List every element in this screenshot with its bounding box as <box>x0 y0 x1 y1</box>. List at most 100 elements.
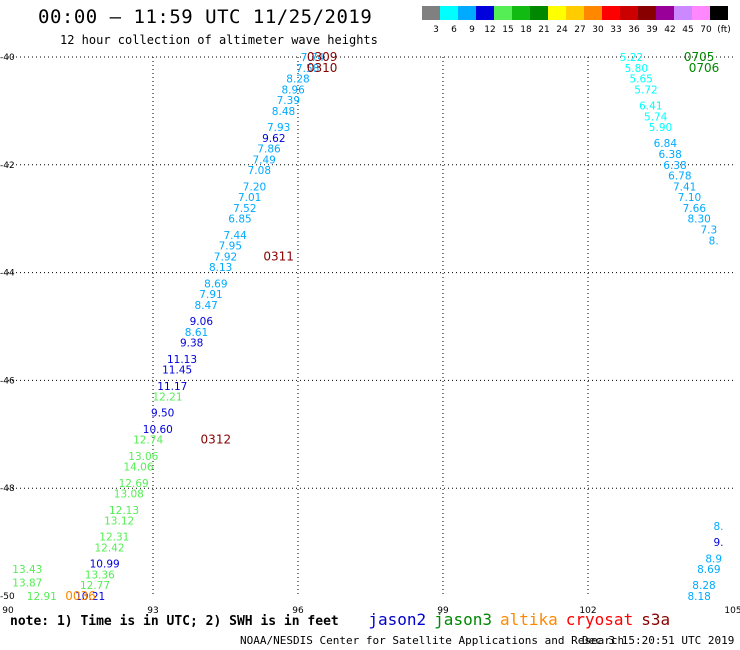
wave-height-label: 5.65 <box>629 74 652 86</box>
colorbar-swatch <box>512 6 530 20</box>
wave-height-label: 7.49 <box>252 154 275 166</box>
wave-height-label: 7.91 <box>199 289 222 301</box>
wave-height-label: 12.13 <box>109 505 139 517</box>
wave-height-label: 8.28 <box>692 580 715 592</box>
wave-height-label: 7.66 <box>683 203 707 215</box>
x-tick-label: 102 <box>579 606 596 616</box>
colorbar-swatch <box>692 6 710 20</box>
wave-height-label: 5.90 <box>649 122 672 134</box>
colorbar-swatch <box>656 6 674 20</box>
wave-height-label: 7.52 <box>233 203 256 215</box>
wave-height-label: 9. <box>713 537 723 549</box>
y-tick-label: -42 <box>0 161 15 171</box>
colorbar-label: 6 <box>451 25 457 35</box>
wave-height-label: 10.99 <box>90 559 120 571</box>
time-label: 0036 <box>65 589 96 603</box>
wave-height-label: 8.18 <box>687 591 710 603</box>
x-tick-label: 105 <box>724 606 740 616</box>
wave-height-label: 9.50 <box>151 408 174 420</box>
wave-height-label: 7.08 <box>248 165 271 177</box>
legend-altika: altika <box>499 610 558 629</box>
time-label: 0309 <box>307 50 338 64</box>
time-label: 0706 <box>689 61 720 75</box>
x-tick-label: 96 <box>292 606 304 616</box>
wave-height-label: 7.44 <box>223 230 247 242</box>
legend-jason3: jason3 <box>434 610 492 629</box>
chart-title: 00:00 – 11:59 UTC 11/25/2019 <box>38 6 373 28</box>
colorbar-label: 45 <box>682 25 693 35</box>
wave-height-label: 7.93 <box>267 122 290 134</box>
wave-height-label: 14.06 <box>123 462 153 474</box>
wave-height-label: 13.43 <box>12 564 42 576</box>
colorbar-swatch <box>548 6 566 20</box>
wave-height-label: 13.36 <box>85 569 115 581</box>
wave-height-label: 8. <box>713 521 723 533</box>
legend-s3a: s3a <box>641 610 671 629</box>
x-tick-label: 90 <box>2 606 14 616</box>
wave-height-label: 5.72 <box>634 84 657 96</box>
wave-height-label: 8.96 <box>281 84 305 96</box>
wave-height-label: 8.48 <box>272 106 295 118</box>
colorbar-swatch <box>422 6 440 20</box>
wave-height-label: 9.62 <box>262 133 285 145</box>
colorbar-label: 9 <box>469 25 475 35</box>
wave-height-label: 8.28 <box>286 74 309 86</box>
wave-height-label: 8.69 <box>697 564 720 576</box>
wave-height-label: 7.10 <box>678 192 701 204</box>
wave-height-label: 7.74 <box>301 52 325 64</box>
chart-subtitle: 12 hour collection of altimeter wave hei… <box>60 33 378 47</box>
time-label: 0311 <box>263 249 294 263</box>
wave-height-label: 13.08 <box>114 489 144 501</box>
legend-jason2: jason2 <box>368 610 427 629</box>
wave-height-label: 10.21 <box>75 591 105 603</box>
wave-height-label: 6.38 <box>663 160 686 172</box>
wave-height-label: 6.85 <box>228 214 251 226</box>
wave-height-label: 8. <box>709 235 719 247</box>
colorbar-label: 27 <box>574 25 585 35</box>
colorbar-swatch <box>584 6 602 20</box>
colorbar-swatch <box>566 6 584 20</box>
wave-height-label: 8.47 <box>194 300 217 312</box>
colorbar-label: 39 <box>646 25 658 35</box>
wave-height-label: 7.58 <box>296 63 319 75</box>
colorbar-swatch <box>620 6 638 20</box>
wave-height-label: 12.91 <box>27 591 57 603</box>
satellite-legend: jason2 jason3 altika cryosat s3a <box>368 610 678 629</box>
wave-height-label: 12.77 <box>80 580 110 592</box>
note-text: note: 1) Time is in UTC; 2) SWH is in fe… <box>10 614 339 629</box>
colorbar-swatch <box>674 6 692 20</box>
wave-height-label: 7.86 <box>257 144 281 156</box>
wave-height-label: 8.13 <box>209 262 232 274</box>
colorbar-swatch <box>476 6 494 20</box>
wave-height-label: 7.92 <box>214 251 237 263</box>
wave-height-label: 11.13 <box>167 354 197 366</box>
colorbar-label: 33 <box>610 25 621 35</box>
wave-height-label: 13.87 <box>12 578 42 590</box>
wave-height-label: 11.17 <box>157 381 187 393</box>
colorbar-swatch <box>494 6 512 20</box>
wave-height-label: 6.84 <box>654 138 678 150</box>
colorbar-label: 24 <box>556 25 568 35</box>
wave-height-label: 8.69 <box>204 278 227 290</box>
colorbar-label: 21 <box>538 25 549 35</box>
wave-height-label: 7.95 <box>219 241 242 253</box>
wave-height-label: 5.22 <box>620 52 643 64</box>
colorbar-label: 36 <box>628 25 640 35</box>
wave-height-label: 7.39 <box>277 95 300 107</box>
y-tick-label: -50 <box>0 592 15 602</box>
colorbar-swatch <box>530 6 548 20</box>
wave-height-label: 8.61 <box>185 327 208 339</box>
wave-height-label: 12.74 <box>133 435 163 447</box>
colorbar-label: 42 <box>664 25 675 35</box>
wave-height-label: 7.41 <box>673 181 696 193</box>
colorbar-swatch <box>638 6 656 20</box>
time-label: 0705 <box>684 50 715 64</box>
wave-height-label: 9.38 <box>180 338 203 350</box>
wave-height-label: 12.31 <box>99 532 129 544</box>
time-label: 0310 <box>307 61 338 75</box>
colorbar-label: (ft) <box>717 25 731 35</box>
wave-height-label: 8.30 <box>687 214 710 226</box>
y-tick-label: -44 <box>0 269 15 279</box>
wave-height-label: 12.21 <box>152 392 182 404</box>
colorbar-label: 70 <box>700 25 712 35</box>
